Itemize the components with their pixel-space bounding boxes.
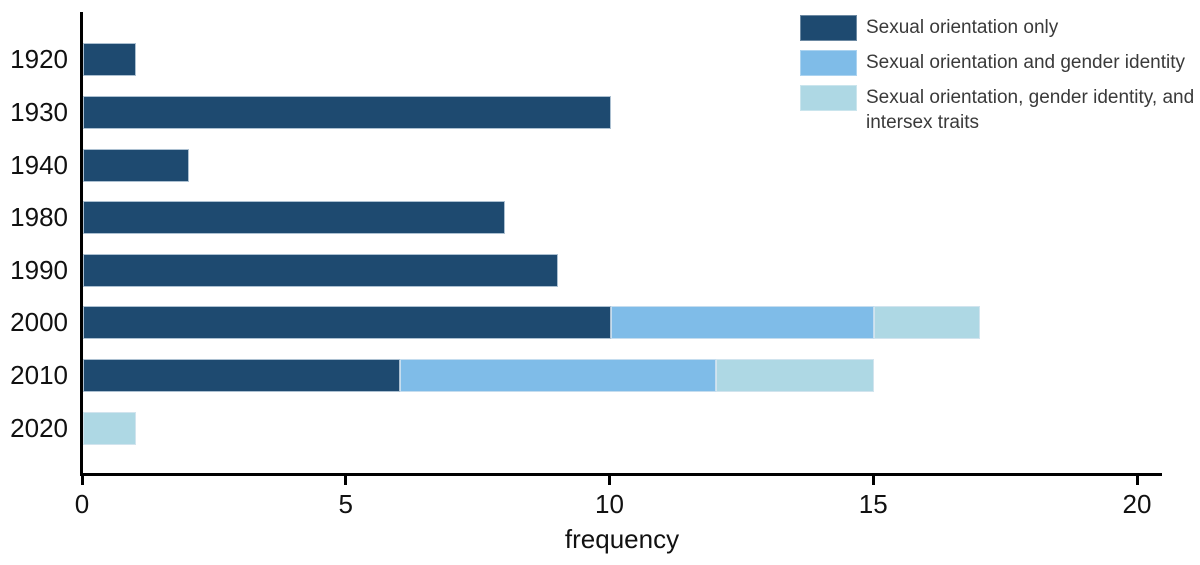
- x-tick-label: 5: [338, 489, 353, 519]
- bar-segment: [83, 201, 505, 235]
- y-tick-label: 2020: [10, 412, 68, 443]
- y-tick-label: 2000: [10, 307, 68, 338]
- legend: Sexual orientation only Sexual orientatio…: [800, 15, 1200, 135]
- legend-label: Sexual orientation, gender identity, and…: [866, 87, 1195, 133]
- legend-item: Sexual orientation only: [800, 15, 1200, 41]
- y-tick-label: 1930: [10, 96, 68, 127]
- bar-segment: [83, 411, 136, 445]
- legend-label: Sexual orientation and gender identity: [866, 52, 1186, 73]
- bar-segment: [83, 148, 189, 182]
- y-tick-label: 1980: [10, 202, 68, 233]
- x-tick-mark: [344, 476, 348, 485]
- x-tick-mark: [80, 476, 84, 485]
- y-tick-label: 1990: [10, 254, 68, 285]
- bar-segment: [874, 306, 980, 340]
- y-tick-label: 1920: [10, 44, 68, 75]
- x-tick-label: 15: [858, 489, 888, 519]
- x-axis-title: frequency: [564, 524, 680, 554]
- legend-label: Sexual orientation only: [866, 17, 1059, 38]
- x-tick-label: 10: [595, 489, 624, 519]
- bar-segment: [83, 306, 611, 340]
- legend-swatch: [800, 15, 857, 41]
- bar-segment: [716, 358, 875, 392]
- bar-segment: [399, 358, 716, 392]
- x-tick-label: 0: [74, 489, 90, 519]
- bar-segment: [83, 253, 558, 287]
- x-tick-mark: [871, 476, 875, 485]
- y-axis-line: [80, 12, 83, 476]
- x-axis-line: [80, 473, 1162, 476]
- x-tick-label: 20: [1122, 489, 1152, 519]
- legend-swatch: [800, 85, 857, 111]
- legend-item: Sexual orientation, gender identity, and…: [800, 85, 1200, 135]
- bar-segment: [610, 306, 875, 340]
- legend-item: Sexual orientation and gender identity: [800, 50, 1200, 76]
- x-tick-mark: [608, 476, 611, 485]
- y-tick-label: 1940: [10, 149, 68, 180]
- y-tick-label: 2010: [10, 359, 68, 390]
- bar-segment: [83, 43, 136, 77]
- bar-segment: [83, 95, 611, 129]
- x-tick-mark: [1135, 476, 1139, 485]
- legend-swatch: [800, 50, 857, 76]
- bar-segment: [83, 358, 400, 392]
